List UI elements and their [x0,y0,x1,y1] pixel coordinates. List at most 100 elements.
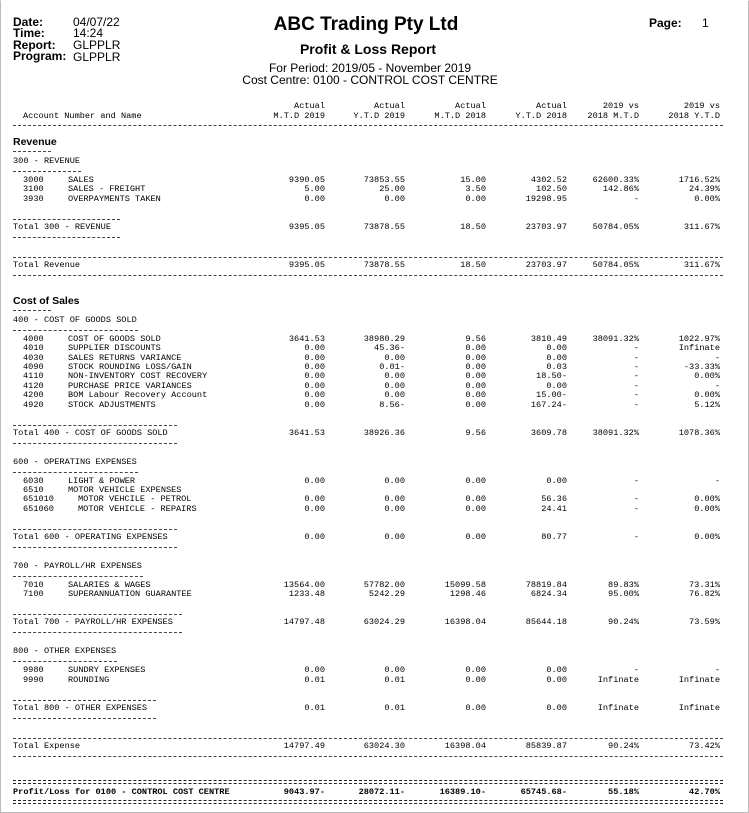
final-amount: 65745.68- [520,786,567,797]
amount: 0.00 [465,531,486,542]
amount: 73.59% [689,617,720,628]
time-label: Time: [13,26,45,40]
amount: 0.01 [384,702,405,713]
group-title: 400 - COST OF GOODS SOLD [13,314,137,325]
rule [13,737,723,739]
account-name: SUPPLIER DISCOUNTS [68,343,161,354]
group-title: 300 - REVENUE [13,156,81,166]
rule [13,329,138,331]
amount: 0.00 [304,362,325,372]
rule [13,442,177,444]
group-total-label: Total 700 - PAYROLL/HR EXPENSES [13,617,173,628]
amount: 0.00 [304,380,325,391]
account-code: 3000 [23,175,44,185]
amount: 0.00 [465,665,486,676]
amount: 311.67% [683,221,720,232]
amount: 0.00 [465,702,486,713]
amount: - [633,343,639,354]
amount: 1716.52% [678,175,720,185]
amount: 90.24% [608,617,639,628]
amount: 38926.36 [363,427,405,438]
amount: Infinate [678,702,720,713]
cost-centre: Cost Centre: 0100 - CONTROL COST CENTRE [242,73,498,87]
amount: 0.00 [546,702,567,713]
amount: 3641.53 [288,333,325,344]
final-amount: 28072.11- [358,786,405,797]
amount: 0.00 [465,193,486,204]
amount: - [633,494,639,505]
page-label: Page: [649,16,682,30]
rule [13,699,157,701]
account-name: STOCK ADJUSTMENTS [68,399,156,410]
account-name: SALES RETURNS VARIANCE [68,352,182,363]
amount: 142.86% [602,184,639,195]
rule [13,424,177,426]
amount: 18.50 [460,221,486,232]
amount: 0.00 [546,343,567,354]
amount: 0.00 [546,475,567,486]
amount: 0.01- [379,362,405,372]
rule [13,471,138,473]
amount: 78819.84 [525,579,567,590]
amount: 6824.34 [530,589,567,600]
amount: 0.00% [694,503,720,514]
amount: 24.41 [541,503,567,514]
account-name: SALES - FREIGHT [68,184,146,195]
account-code: 4010 [23,343,44,354]
amount: 18.50- [536,371,567,382]
amount: - [633,352,639,363]
amount: 0.00 [384,380,405,391]
amount: 73878.55 [363,259,405,270]
amount: 0.00 [465,362,486,372]
amount: 0.00 [465,494,486,505]
amount: - [633,503,639,514]
amount: 3810.49 [530,333,567,344]
amount: 0.00 [304,390,325,401]
account-code: 6510 [23,485,44,495]
section-title: Revenue [13,136,57,148]
amount: - [633,665,639,676]
final-amount: 9043.97- [283,786,325,797]
account-name: COST OF GOODS SOLD [68,333,161,344]
account-code: 4110 [23,371,44,382]
section-total-label: Total Expense [13,740,81,751]
rule [13,779,723,784]
column-header: 2019 vs [683,101,720,111]
amount: 0.00 [384,494,405,505]
date: 04/07/22 [73,15,120,29]
time: 14:24 [73,26,104,40]
amount: 0.00 [465,343,486,354]
amount: - [633,193,639,204]
column-header: Actual [536,101,567,111]
period: For Period: 2019/05 - November 2019 [268,61,472,75]
amount: - [714,665,720,676]
account-code: 651010 [23,494,54,505]
amount: 0.00 [465,503,486,514]
amount: 73.42% [689,740,720,751]
amount: 0.03 [546,362,567,372]
amount: 0.00 [304,475,325,486]
amount: 95.00% [608,589,639,600]
column-header: M.T.D 2018 [434,111,486,121]
date-label: Date: [13,15,44,29]
amount: 1298.46 [449,589,486,600]
amount: 25.00 [379,184,405,195]
column-header: Account Number and Name [23,111,142,121]
account-code: 4030 [23,352,44,363]
rule [13,546,177,548]
account-name: ROUNDING [68,674,110,685]
amount: 85839.87 [525,740,567,751]
amount: 0.00 [304,503,325,514]
amount: 45.36- [374,343,405,354]
amount: 3641.53 [288,427,325,438]
rule [13,575,143,577]
group-total-label: Total 600 - OPERATING EXPENSES [13,531,168,542]
account-name: NON-INVENTORY COST RECOVERY [68,371,208,382]
amount: 15.00- [536,390,567,401]
amount: 0.00 [546,352,567,363]
final-amount: 42.70% [689,786,720,797]
amount: 8.56- [379,399,405,410]
account-name: PURCHASE PRICE VARIANCES [68,380,192,391]
column-header: Actual [374,101,405,111]
